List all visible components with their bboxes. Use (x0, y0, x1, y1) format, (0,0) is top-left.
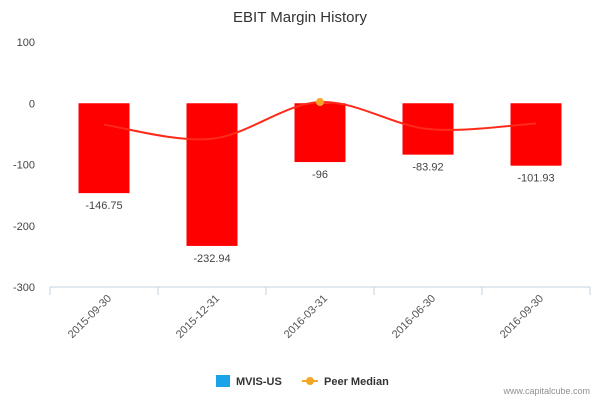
line-series-peer-median (103, 98, 537, 141)
legend-label-peer-median: Peer Median (324, 376, 389, 388)
y-tick-label: -200 (13, 221, 35, 233)
bar[interactable] (186, 103, 238, 246)
y-tick-label: -300 (13, 282, 35, 294)
x-tick-label: 2015-12-31 (174, 293, 222, 341)
credit-text: www.capitalcube.com (502, 386, 590, 396)
legend-marker-peer-median (306, 377, 314, 385)
x-axis: 2015-09-30 2015-12-31 2016-03-31 2016-06-30… (49, 286, 591, 341)
y-axis: 100 0 -100 -200 -300 (13, 37, 35, 294)
bar[interactable] (510, 103, 562, 166)
y-tick-label: 0 (29, 98, 35, 110)
y-tick-label: 100 (17, 37, 35, 49)
bar[interactable] (294, 103, 346, 163)
legend-item-mvis-us[interactable]: MVIS-US (216, 375, 282, 388)
legend[interactable]: MVIS-US Peer Median (216, 375, 389, 388)
data-labels: -146.75 -232.94 -96 -83.92 -101.93 (85, 162, 554, 265)
x-tick-label: 2016-09-30 (498, 293, 546, 341)
x-tick-label: 2015-09-30 (66, 293, 114, 341)
chart-title: EBIT Margin History (233, 9, 367, 26)
bar-data-label: -83.92 (412, 162, 443, 174)
x-tick-label: 2016-03-31 (282, 293, 330, 341)
legend-item-peer-median[interactable]: Peer Median (302, 376, 389, 388)
bar-data-label: -232.94 (193, 253, 230, 265)
legend-label-mvis-us: MVIS-US (236, 376, 282, 388)
bar[interactable] (78, 103, 130, 194)
legend-swatch-mvis-us (216, 375, 230, 387)
y-tick-label: -100 (13, 160, 35, 172)
bar-data-label: -96 (312, 169, 328, 181)
bar-data-label: -101.93 (517, 173, 554, 185)
peer-median-marker[interactable] (316, 98, 324, 107)
x-tick-label: 2016-06-30 (390, 293, 438, 341)
bar-data-label: -146.75 (85, 200, 122, 212)
